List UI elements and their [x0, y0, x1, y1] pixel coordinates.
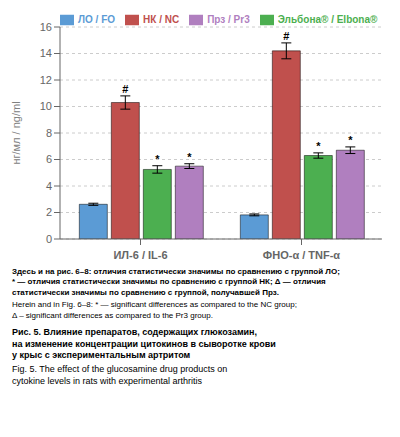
svg-text:8: 8: [46, 127, 52, 139]
html-text:ЛО / FO: ЛО / FO: [78, 13, 115, 25]
svg-text:#: #: [122, 83, 128, 95]
svg-text:4: 4: [46, 180, 52, 192]
svg-text:ФНО-α / TNF-α: ФНО-α / TNF-α: [263, 249, 341, 261]
svg-text:ИЛ-6 / IL-6: ИЛ-6 / IL-6: [113, 249, 167, 261]
html-text:Здесь и на рис. 6–8: отличия с: Здесь и на рис. 6–8: отличия статистичес…: [12, 267, 340, 297]
html-text:Рис. 5. Влияние препаратов, со: Рис. 5. Влияние препаратов, содержащих г…: [12, 327, 276, 361]
svg-text:16: 16: [40, 21, 52, 33]
svg-text:*: *: [316, 140, 321, 152]
svg-text:12: 12: [40, 74, 52, 86]
svg-text:*: *: [348, 134, 353, 146]
svg-text:10: 10: [40, 100, 52, 112]
html-text:НК / NC: НК / NC: [143, 13, 180, 25]
svg-text:14: 14: [40, 47, 52, 59]
svg-text:#: #: [283, 30, 289, 42]
svg-text:нг/мл / ng/ml: нг/мл / ng/ml: [10, 101, 22, 164]
svg-text:2: 2: [46, 206, 52, 218]
svg-text:*: *: [155, 153, 160, 165]
svg-text:0: 0: [46, 233, 52, 245]
html-text:Herein and in Fig. 6–8: * — si: Herein and in Fig. 6–8: * — significant …: [12, 300, 297, 320]
html-text:Fig. 5. The effect of the gluc: Fig. 5. The effect of the glucosamine dr…: [12, 364, 228, 386]
svg-text:*: *: [187, 151, 192, 163]
svg-text:6: 6: [46, 153, 52, 165]
html-text:Прз / Pr3: Прз / Pr3: [207, 13, 250, 25]
html-text:Эльбона® / Elbona®: Эльбона® / Elbona®: [277, 13, 378, 25]
